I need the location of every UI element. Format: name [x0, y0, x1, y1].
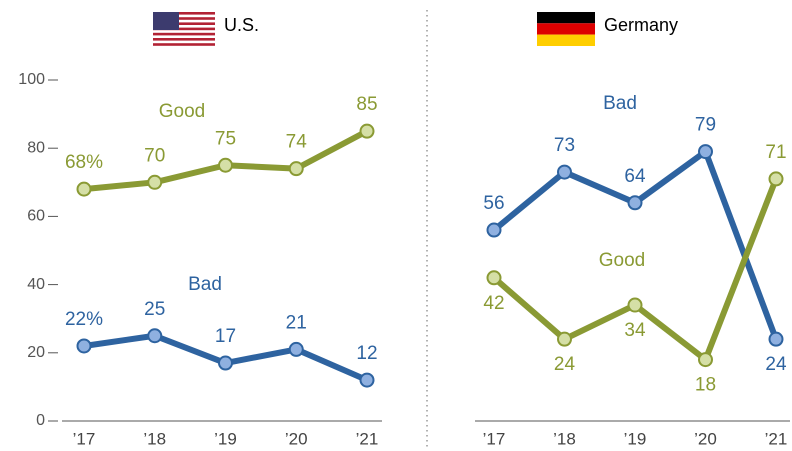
data-point	[218, 157, 233, 173]
data-label: 25	[144, 299, 165, 320]
data-point	[147, 328, 163, 344]
data-label: 24	[765, 354, 787, 375]
data-point	[627, 297, 643, 313]
y-tick-label: 80	[27, 139, 45, 156]
data-label: 42	[483, 293, 504, 314]
x-tick-label: ’21	[765, 429, 788, 448]
x-tick-label: ’18	[553, 429, 576, 448]
data-point	[218, 355, 233, 371]
x-tick-label: ’20	[694, 429, 717, 448]
data-label: 24	[554, 354, 576, 375]
data-point	[557, 331, 572, 347]
x-tick-label: ’21	[356, 429, 379, 448]
data-point	[557, 164, 572, 180]
data-point	[76, 181, 92, 197]
series-name: Good	[599, 250, 645, 271]
germany-flag	[537, 12, 595, 46]
y-tick-label: 100	[18, 71, 45, 88]
y-tick-label: 40	[27, 276, 45, 293]
data-label: 85	[356, 94, 377, 115]
data-point	[288, 341, 304, 357]
data-point	[76, 338, 92, 354]
panel-title: Germany	[604, 15, 678, 35]
data-point	[288, 161, 304, 177]
y-tick-label: 60	[27, 208, 45, 225]
data-point	[486, 270, 502, 286]
series-name: Good	[159, 101, 205, 122]
series-name: Bad	[603, 93, 637, 114]
data-point	[698, 144, 713, 160]
x-tick-label: ’18	[143, 429, 166, 448]
data-label: 70	[144, 145, 165, 166]
x-tick-label: ’19	[624, 429, 647, 448]
x-tick-label: ’20	[285, 429, 308, 448]
data-label: 74	[286, 132, 308, 153]
data-label: 21	[286, 312, 307, 333]
data-label: 75	[215, 128, 236, 149]
data-point	[486, 222, 502, 238]
data-point	[147, 174, 163, 190]
x-tick-label: ’17	[73, 429, 96, 448]
x-tick-label: ’19	[214, 429, 237, 448]
data-label: 56	[483, 193, 504, 214]
data-point	[698, 352, 713, 368]
data-point	[627, 195, 643, 211]
x-tick-label: ’17	[483, 429, 506, 448]
data-label: 17	[215, 326, 236, 347]
y-tick-label: 0	[36, 412, 45, 429]
y-tick-label: 20	[27, 344, 45, 361]
data-label: 18	[695, 375, 716, 396]
data-point	[359, 123, 375, 139]
data-point	[768, 331, 784, 347]
us-flag	[153, 12, 215, 46]
data-point	[768, 171, 784, 187]
panel-title: U.S.	[224, 15, 259, 35]
data-label: 73	[554, 135, 575, 156]
data-label: 12	[356, 343, 377, 364]
data-label: 71	[765, 142, 786, 163]
data-point	[359, 372, 375, 388]
data-label: 22%	[65, 309, 103, 330]
data-label: 68%	[65, 152, 103, 173]
data-label: 34	[624, 320, 646, 341]
data-label: 79	[695, 115, 716, 136]
data-label: 64	[624, 166, 646, 187]
series-name: Bad	[188, 274, 222, 295]
